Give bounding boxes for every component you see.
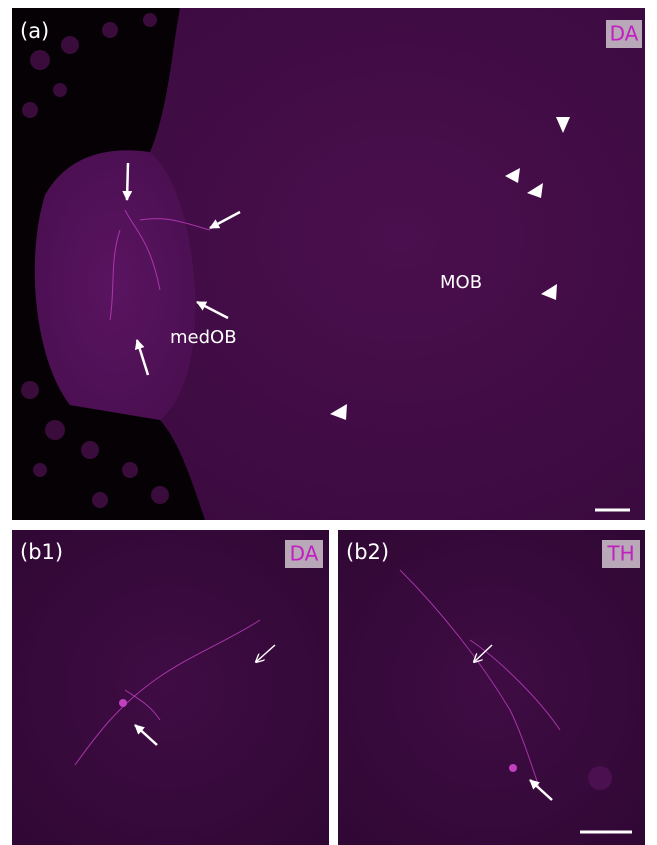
panel-label: (b2) bbox=[346, 540, 389, 564]
stain-label: DA bbox=[290, 542, 319, 566]
stain-label: DA bbox=[610, 22, 639, 46]
panel-a: (a) DA MOB medOB bbox=[12, 8, 645, 520]
region-label: MOB bbox=[440, 272, 482, 293]
cell bbox=[588, 766, 612, 790]
cell bbox=[119, 699, 127, 707]
panel-b1: (b1) DA bbox=[12, 530, 329, 845]
panel-background bbox=[12, 530, 329, 845]
panel-b2: (b2) TH bbox=[338, 530, 645, 845]
panel-label: (b1) bbox=[20, 540, 63, 564]
region-label: medOB bbox=[170, 327, 237, 348]
panel-label: (a) bbox=[20, 19, 49, 43]
figure: (a) DA MOB medOB (b1) DA bbox=[0, 0, 657, 845]
medob-lobe bbox=[35, 150, 196, 420]
panel-background bbox=[338, 530, 645, 845]
stain-label: TH bbox=[606, 542, 634, 566]
cell bbox=[509, 764, 517, 772]
